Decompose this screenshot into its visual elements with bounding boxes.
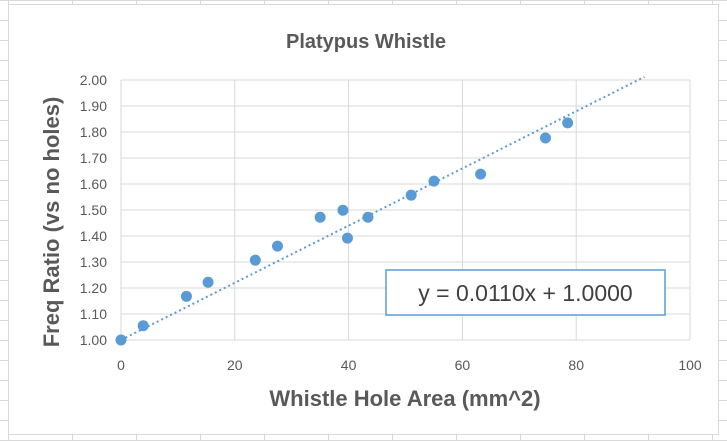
data-point[interactable] — [428, 175, 440, 187]
x-axis-title: Whistle Hole Area (mm^2) — [269, 386, 540, 411]
y-tick-label: 1.50 — [80, 202, 107, 218]
data-point[interactable] — [405, 189, 417, 201]
y-tick-label: 1.00 — [80, 332, 107, 348]
data-point[interactable] — [341, 232, 353, 244]
y-tick-label: 2.00 — [80, 72, 107, 88]
trendline-equation-box[interactable]: y = 0.0110x + 1.0000 — [385, 269, 666, 316]
y-tick-label: 1.10 — [80, 306, 107, 322]
y-tick-label: 1.30 — [80, 254, 107, 270]
data-point[interactable] — [337, 204, 349, 216]
data-point[interactable] — [180, 290, 192, 302]
trendline-equation: y = 0.0110x + 1.0000 — [418, 280, 632, 306]
data-points — [115, 117, 574, 346]
data-point[interactable] — [115, 334, 127, 346]
chart-title: Platypus Whistle — [286, 31, 446, 53]
data-point[interactable] — [562, 117, 574, 129]
y-tick-label: 1.70 — [80, 150, 107, 166]
y-tick-label: 1.80 — [80, 124, 107, 140]
x-tick-label: 40 — [341, 357, 357, 373]
y-tick-label: 1.60 — [80, 176, 107, 192]
data-point[interactable] — [475, 168, 487, 180]
y-tick-label: 1.20 — [80, 280, 107, 296]
data-point[interactable] — [137, 320, 149, 332]
y-tick-label: 1.90 — [80, 98, 107, 114]
x-tick-label: 0 — [117, 357, 125, 373]
data-point[interactable] — [539, 132, 551, 144]
x-tick-label: 20 — [227, 357, 243, 373]
y-tick-label: 1.40 — [80, 228, 107, 244]
data-point[interactable] — [249, 254, 261, 266]
data-point[interactable] — [362, 211, 374, 223]
x-tick-label: 60 — [455, 357, 471, 373]
data-point[interactable] — [202, 276, 214, 288]
x-tick-label: 100 — [678, 357, 702, 373]
y-axis-title: Freq Ratio (vs no holes) — [39, 97, 64, 348]
x-tick-labels: 0 20 40 60 80 100 — [117, 357, 702, 373]
data-point[interactable] — [314, 211, 326, 223]
x-tick-label: 80 — [568, 357, 584, 373]
data-point[interactable] — [271, 240, 283, 252]
y-tick-labels: 1.00 1.10 1.20 1.30 1.40 1.50 1.60 1.70 1.80 1.90… — [80, 72, 107, 348]
equation-box-border — [385, 269, 666, 316]
